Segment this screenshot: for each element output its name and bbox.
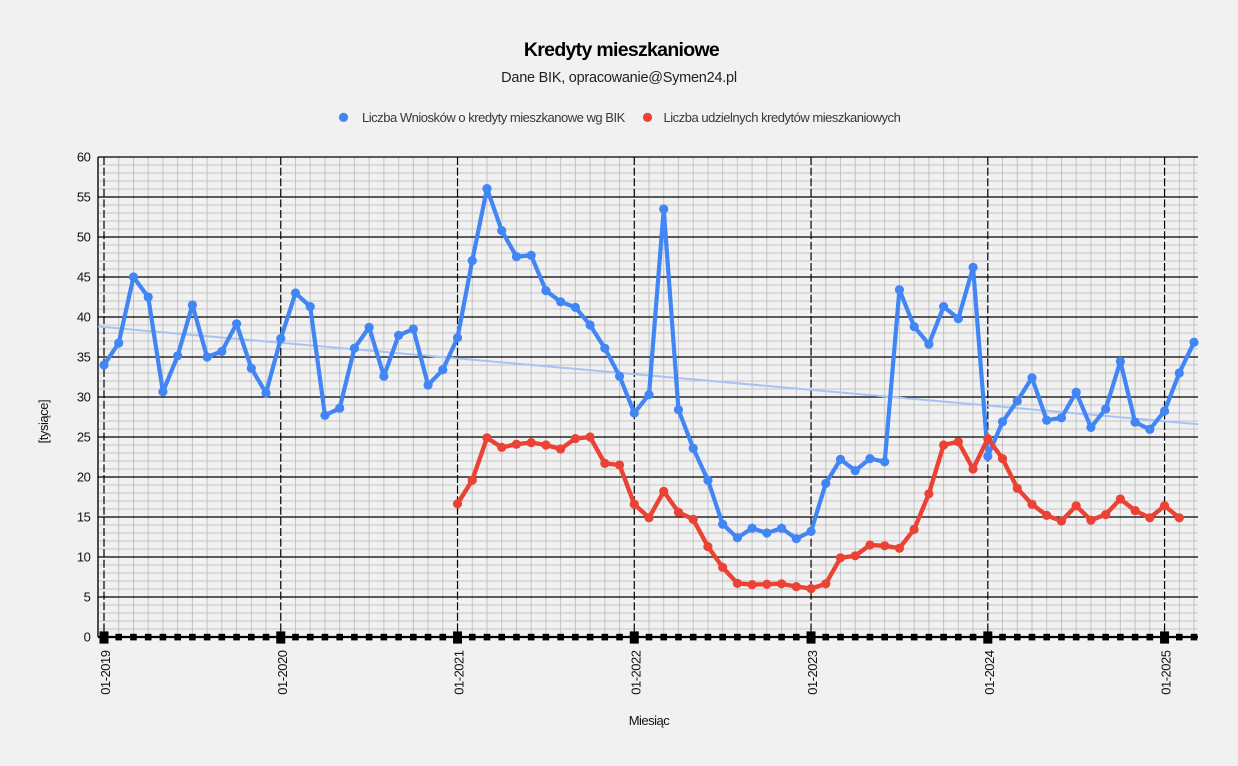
svg-text:Liczba udzielnych kredytów mie: Liczba udzielnych kredytów mieszkaniowyc… — [664, 110, 901, 125]
svg-text:Kredyty mieszkaniowe: Kredyty mieszkaniowe — [524, 39, 720, 61]
svg-text:25: 25 — [77, 429, 91, 444]
svg-text:30: 30 — [77, 389, 91, 404]
svg-text:01-2019: 01-2019 — [98, 650, 113, 694]
svg-text:55: 55 — [77, 189, 91, 204]
svg-text:01-2021: 01-2021 — [452, 650, 467, 694]
svg-text:01-2025: 01-2025 — [1159, 650, 1174, 694]
svg-text:60: 60 — [77, 149, 91, 164]
svg-text:01-2022: 01-2022 — [628, 650, 643, 694]
svg-text:50: 50 — [77, 229, 91, 244]
svg-text:Miesiąc: Miesiąc — [629, 713, 671, 728]
svg-text:45: 45 — [77, 269, 91, 284]
svg-text:35: 35 — [77, 349, 91, 364]
svg-text:10: 10 — [77, 549, 91, 564]
svg-text:20: 20 — [77, 469, 91, 484]
svg-text:5: 5 — [84, 589, 91, 604]
svg-text:Liczba Wniosków o kredyty mies: Liczba Wniosków o kredyty mieszkanowe wg… — [362, 110, 626, 125]
svg-text:Dane BIK, opracowanie@Symen24.: Dane BIK, opracowanie@Symen24.pl — [501, 70, 737, 86]
svg-text:40: 40 — [77, 309, 91, 324]
svg-text:01-2024: 01-2024 — [982, 650, 997, 694]
svg-text:01-2023: 01-2023 — [805, 650, 820, 694]
svg-text:0: 0 — [84, 629, 91, 644]
svg-text:01-2020: 01-2020 — [275, 650, 290, 694]
svg-text:[tysiące]: [tysiące] — [36, 400, 51, 444]
svg-text:15: 15 — [77, 509, 91, 524]
